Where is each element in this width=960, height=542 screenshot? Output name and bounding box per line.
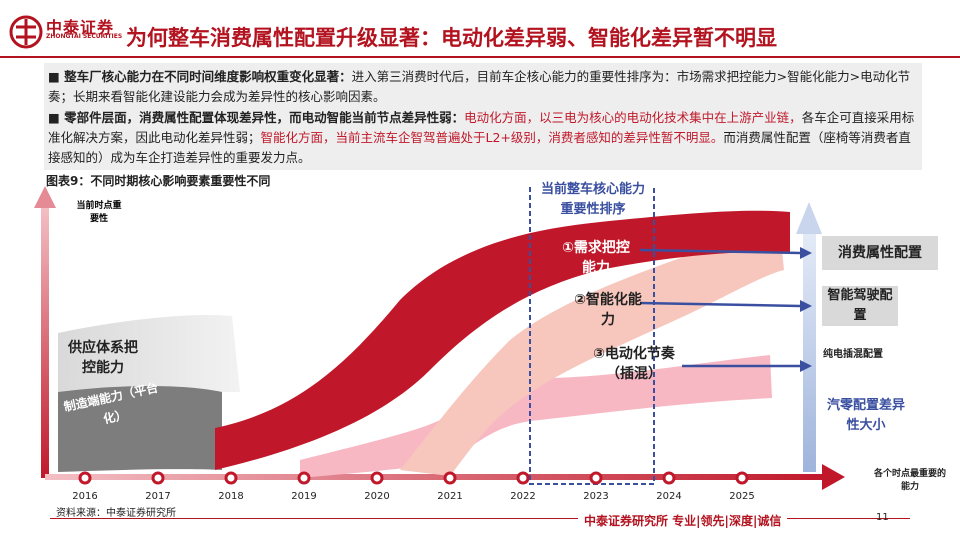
year-dot: [297, 471, 311, 485]
arrow-item1-head: [800, 247, 812, 259]
y-axis-label: 当前时点重要性: [76, 201, 122, 224]
summary-paragraph-1: ■ 整车厂核心能力在不同时间维度影响权重变化显著：进入第三消费时代后，目前车企核…: [48, 67, 918, 107]
arrow-item1: [639, 248, 801, 255]
year-label: 2023: [583, 491, 609, 502]
year-label: 2021: [437, 491, 463, 502]
x-axis-label: 各个时点最重要的能力: [873, 469, 946, 492]
year-dot: [370, 471, 384, 485]
right-axis-arrowhead: [796, 202, 822, 234]
right-axis-label: 汽零配置差异性大小: [826, 398, 905, 433]
manufacturing-band: [58, 386, 222, 472]
box-consumer-config: 消费属性配置: [822, 236, 938, 270]
arrow-item2-head: [800, 300, 812, 312]
year-dot: [589, 471, 603, 485]
year-label: 2018: [218, 491, 244, 502]
summary-box: [44, 63, 922, 170]
year-dot: [516, 471, 530, 485]
year-label: 2019: [291, 491, 317, 502]
summary-p1-lead: ■ 整车厂核心能力在不同时间维度影响权重变化显著：: [48, 69, 352, 84]
x-axis-bar: [45, 474, 825, 480]
year-markers: [78, 471, 749, 485]
year-dot: [735, 471, 749, 485]
y-axis-arrowhead: [34, 186, 56, 208]
box-smart-driving: 智能驾驶配置: [822, 286, 898, 326]
ranking-box-label: 当前整车核心能力重要性排序: [540, 182, 645, 217]
footer-divider: [50, 518, 910, 519]
box-ev-phev: 纯电插混配置: [822, 346, 884, 380]
summary-p2-text-1: 各车企可直接采用标准化解决方案，因此电动化差异性弱；: [48, 110, 915, 145]
summary-p2-lead: ■ 零部件层面，消费属性配置体现差异性，而电动智能当前节点差异性弱：: [48, 110, 465, 125]
year-label: 2022: [510, 491, 536, 502]
year-dot: [224, 471, 238, 485]
year-label: 2017: [145, 491, 171, 502]
importance-diagram: [34, 186, 845, 490]
item2-label: ②智能化能力: [574, 292, 642, 328]
summary-p2-red-2: 智能化方面，当前主流车企智驾普遍处于L2+级别，消费者感知的差异性暂不明显。: [260, 130, 724, 145]
summary-p1-text: 进入第三消费时代后，目前车企核心能力的重要性排序为：市场需求把控能力>智能化能力…: [48, 69, 911, 104]
source-note: 资料来源：中泰证券研究所: [56, 508, 176, 519]
item1-label: ①需求把控能力: [562, 240, 630, 276]
arrow-item3-head: [800, 360, 812, 372]
electrification-ribbon: [300, 355, 772, 478]
year-label: 2016: [72, 491, 98, 502]
year-label: 2020: [364, 491, 390, 502]
logo-subtext: ZHONGTAI SECURITIES: [46, 33, 123, 40]
supply-band: [58, 314, 240, 398]
page-title: 为何整车消费属性配置升级显著：电动化差异弱、智能化差异暂不明显: [126, 26, 777, 50]
title-divider: [0, 56, 960, 58]
page-number: 11: [876, 512, 889, 523]
footer-org: 中泰证券研究所 专业|领先|深度|诚信: [578, 512, 788, 529]
summary-paragraph-2: ■ 零部件层面，消费属性配置体现差异性，而电动智能当前节点差异性弱：电动化方面，…: [48, 108, 918, 168]
summary-p2-red-1: 电动化方面，以三电为核心的电动化技术集中在上游产业链，: [464, 110, 802, 125]
item3-label: ③电动化节奏（插混）: [593, 346, 675, 382]
intelligence-ribbon: [400, 229, 784, 476]
x-axis-arrowhead: [822, 464, 845, 490]
figure-title: 图表9：不同时期核心影响要素重要性不同: [46, 174, 271, 188]
right-axis-bar: [803, 232, 816, 472]
supply-label: 供应体系把控能力: [68, 340, 138, 376]
summary-p2-text-2: 而消费属性配置（座椅等消费者直接感知的）成为车企打造差异性的重要发力点。: [48, 130, 911, 165]
year-label: 2025: [729, 491, 755, 502]
demand-ribbon: [215, 210, 790, 470]
year-label: 2024: [656, 491, 682, 502]
year-dot: [443, 471, 457, 485]
logo: [9, 15, 43, 49]
arrow-item2: [639, 301, 801, 308]
year-dot: [78, 471, 92, 485]
y-axis-bar: [41, 206, 49, 478]
year-dot: [151, 471, 165, 485]
logo-text: 中泰证券: [46, 18, 115, 37]
year-dot: [662, 471, 676, 485]
